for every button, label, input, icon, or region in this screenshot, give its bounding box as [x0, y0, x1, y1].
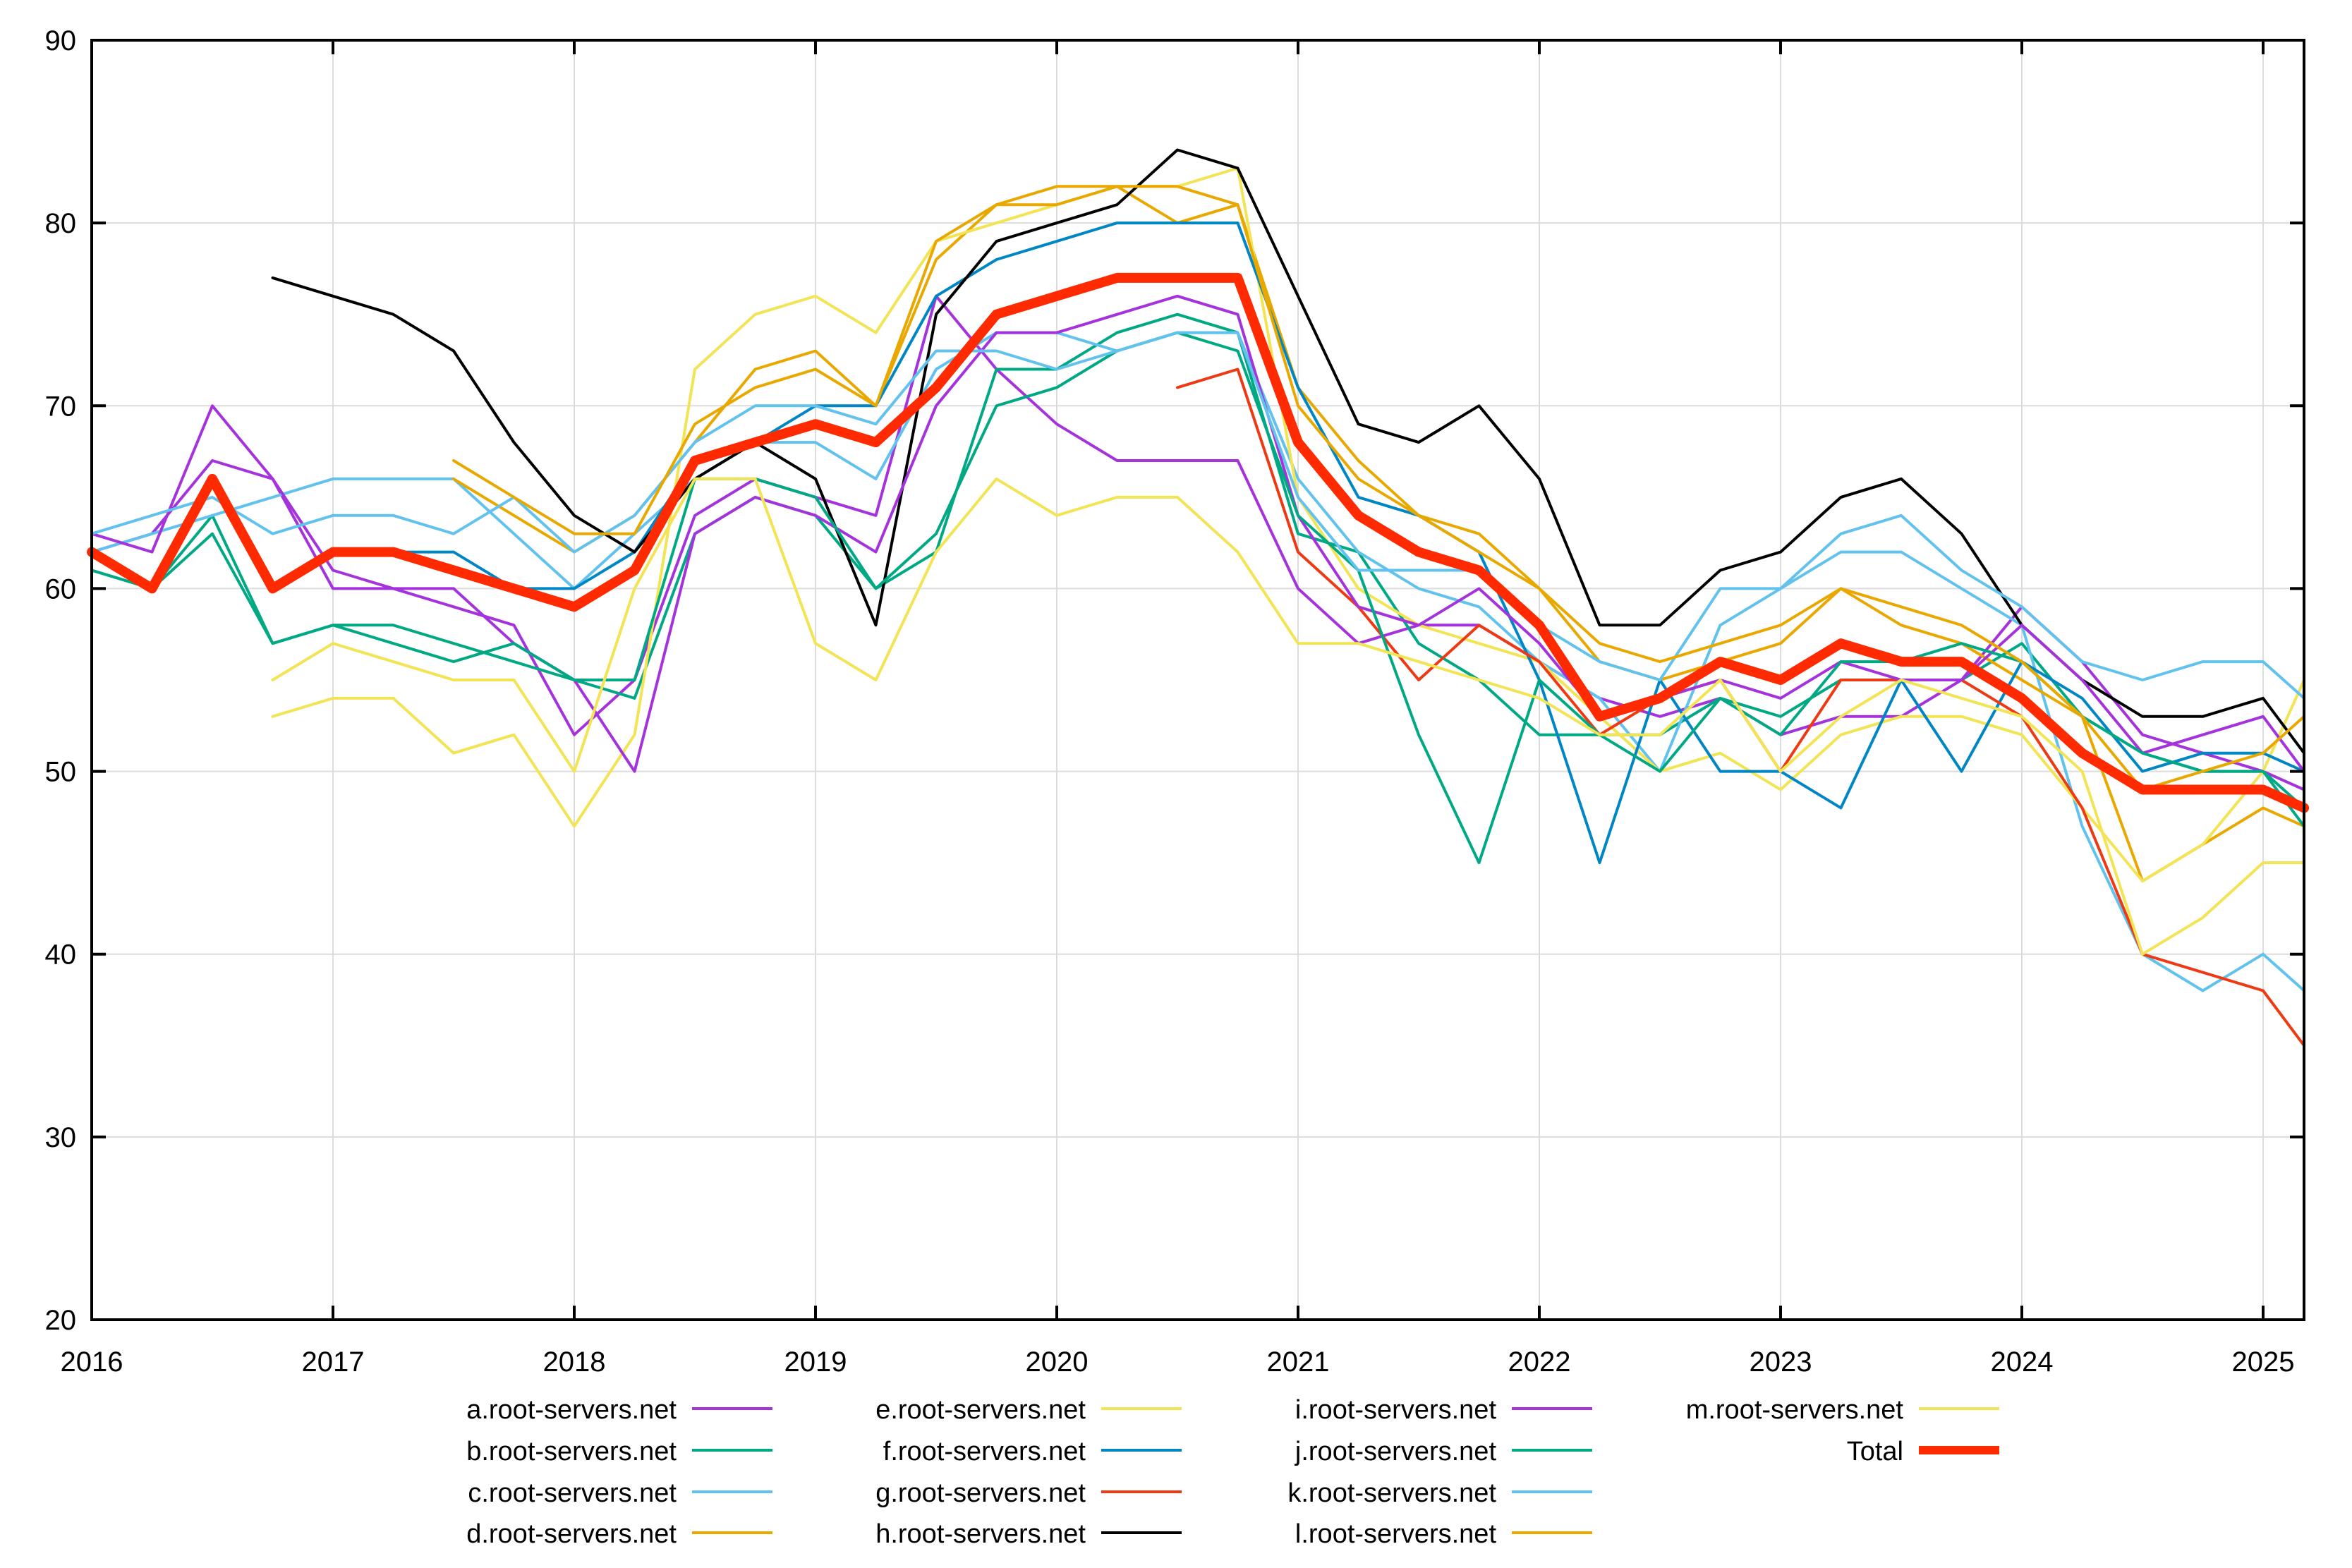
y-tick-label: 70 [45, 391, 77, 422]
y-tick-label: 50 [45, 757, 77, 788]
series-line-k [90, 331, 2306, 700]
legend-label: m.root-servers.net [1686, 1395, 1904, 1425]
legend-label: h.root-servers.net [875, 1519, 1086, 1549]
x-tick-label: 2019 [784, 1347, 847, 1378]
series-line-i [90, 294, 2306, 773]
x-tick-label: 2025 [2232, 1347, 2295, 1378]
y-tick-label: 90 [45, 25, 77, 56]
x-tick-label: 2022 [1508, 1347, 1571, 1378]
series-line-c [90, 331, 2306, 992]
legend-label: c.root-servers.net [468, 1478, 677, 1508]
y-tick-label: 30 [45, 1122, 77, 1153]
x-tick-label: 2023 [1750, 1347, 1812, 1378]
series-lines [87, 148, 2310, 1047]
x-tick-label: 2020 [1026, 1347, 1089, 1378]
series-line-d [452, 185, 2306, 883]
legend-label: k.root-servers.net [1287, 1478, 1496, 1508]
legend-label: i.root-servers.net [1295, 1395, 1497, 1425]
series-line-m [271, 477, 2306, 956]
series-line-l [452, 185, 2306, 791]
y-tick-label: 40 [45, 940, 77, 971]
legend-label: a.root-servers.net [466, 1395, 677, 1425]
plot-frame [90, 39, 2305, 1321]
series-line-h [271, 148, 2306, 755]
y-tick-label: 80 [45, 208, 77, 239]
series-line-g [1176, 367, 2306, 1047]
series-line-total [87, 272, 2310, 813]
legend-label: e.root-servers.net [875, 1395, 1086, 1425]
x-tick-label: 2024 [1991, 1347, 2054, 1378]
legend-label: b.root-servers.net [466, 1437, 677, 1466]
y-tick-label: 20 [45, 1305, 77, 1336]
legend-label: f.root-servers.net [883, 1437, 1086, 1466]
y-tick-label: 60 [45, 573, 77, 604]
x-tick-label: 2017 [302, 1347, 365, 1378]
legend-label: j.root-servers.net [1295, 1437, 1497, 1466]
series-line-f [392, 221, 2306, 865]
axis-ticks: 20 30 40 50 60 70 80 90 2016 2017 2018 2019 2020 2021… [45, 25, 2304, 1378]
legend-label: l.root-servers.net [1295, 1519, 1497, 1549]
grid-lines [92, 40, 2304, 1320]
legend: a.root-servers.net b.root-servers.net c.ro… [466, 1395, 1999, 1549]
x-tick-label: 2021 [1267, 1347, 1330, 1378]
x-tick-label: 2018 [543, 1347, 606, 1378]
series-line-j [90, 331, 2306, 865]
legend-label: Total [1847, 1437, 1903, 1466]
legend-label: g.root-servers.net [875, 1478, 1086, 1508]
series-line-a [90, 294, 2306, 791]
x-tick-label: 2016 [61, 1347, 123, 1378]
legend-label: d.root-servers.net [466, 1519, 677, 1549]
